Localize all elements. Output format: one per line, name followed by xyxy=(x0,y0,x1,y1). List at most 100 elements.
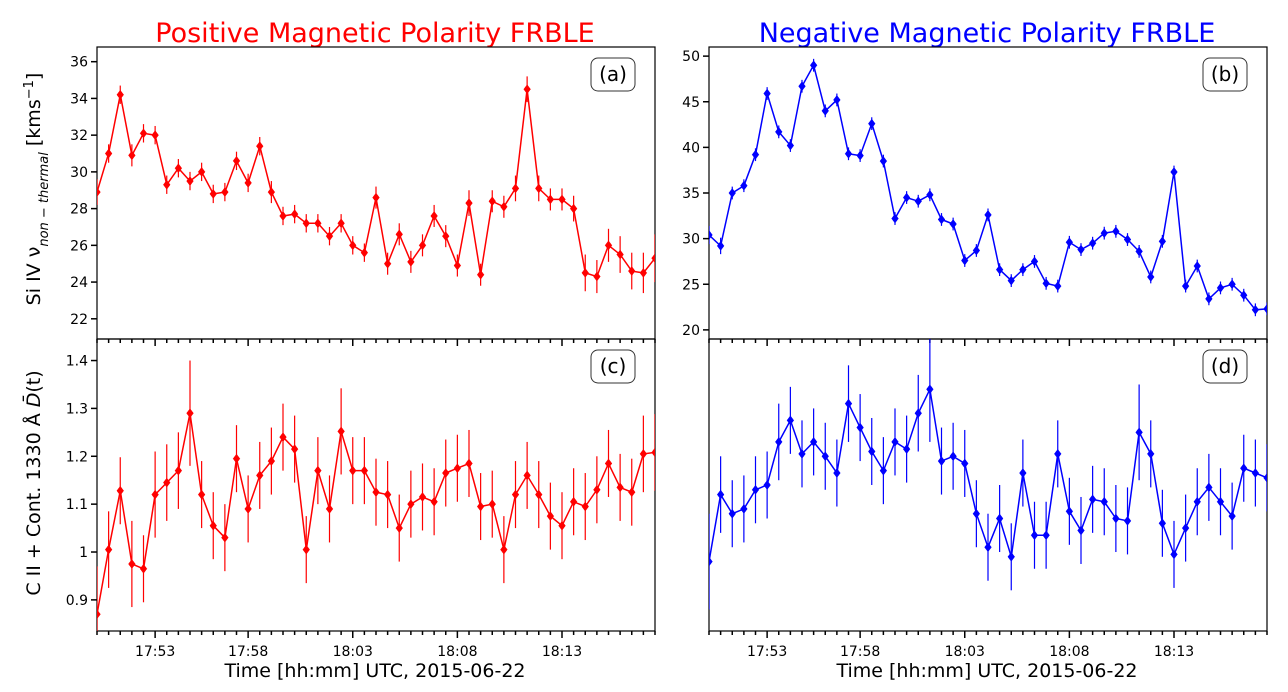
point-b-26 xyxy=(1007,275,1015,286)
point-c-16 xyxy=(279,432,287,443)
point-a-9 xyxy=(197,166,206,177)
point-d-21 xyxy=(949,451,957,462)
ytick-label-c-1: 1 xyxy=(79,545,88,561)
point-d-5 xyxy=(763,480,771,490)
point-b-5 xyxy=(763,88,771,99)
point-c-38 xyxy=(535,489,543,500)
point-b-27 xyxy=(1019,264,1027,275)
point-d-15 xyxy=(879,465,888,476)
point-a-5 xyxy=(151,130,159,141)
point-c-46 xyxy=(628,487,636,498)
ytick-label-a-3: 28 xyxy=(70,202,88,218)
point-b-22 xyxy=(961,255,969,266)
point-b-30 xyxy=(1054,281,1062,291)
point-c-28 xyxy=(418,492,427,502)
svg-text:(c): (c) xyxy=(600,354,627,378)
point-a-29 xyxy=(430,211,438,221)
axes-frame-b xyxy=(708,46,1268,340)
point-c-31 xyxy=(453,463,462,474)
point-b-31 xyxy=(1065,237,1074,248)
point-c-44 xyxy=(604,458,613,469)
point-d-27 xyxy=(1019,468,1027,478)
ytick-label-c-3: 1.2 xyxy=(66,449,88,465)
point-d-31 xyxy=(1065,506,1074,517)
point-d-32 xyxy=(1077,525,1085,536)
point-d-13 xyxy=(856,422,864,433)
ytick-label-c-5: 1.4 xyxy=(66,354,88,370)
point-c-37 xyxy=(523,470,531,481)
point-d-7 xyxy=(786,415,795,426)
point-b-11 xyxy=(833,95,841,105)
point-b-0 xyxy=(709,230,713,240)
title-negative: Negative Magnetic Polarity FRBLE xyxy=(759,18,1216,49)
point-b-44 xyxy=(1216,282,1225,293)
point-a-1 xyxy=(104,148,113,159)
point-d-9 xyxy=(809,437,818,447)
point-b-16 xyxy=(891,213,899,224)
ytick-label-a-4: 30 xyxy=(70,165,88,181)
point-b-20 xyxy=(937,214,946,225)
point-d-19 xyxy=(926,384,934,395)
point-a-42 xyxy=(581,267,589,278)
ytick-label-b-3: 35 xyxy=(682,186,700,202)
point-c-0 xyxy=(97,609,101,620)
panel-label-b: (b) xyxy=(1202,57,1248,92)
point-a-7 xyxy=(174,163,183,174)
point-c-24 xyxy=(372,487,380,498)
point-c-19 xyxy=(314,465,322,476)
series-c xyxy=(97,360,655,631)
point-a-23 xyxy=(360,247,369,258)
point-d-33 xyxy=(1088,494,1097,505)
point-b-19 xyxy=(926,189,934,200)
point-c-41 xyxy=(569,496,578,507)
point-a-33 xyxy=(476,269,485,280)
panel-label-d: (d) xyxy=(1202,349,1248,384)
point-b-36 xyxy=(1123,234,1132,245)
point-b-35 xyxy=(1112,226,1120,237)
point-c-47 xyxy=(639,448,648,459)
point-d-18 xyxy=(914,408,922,419)
point-d-16 xyxy=(891,437,899,447)
point-c-26 xyxy=(395,523,403,533)
point-a-16 xyxy=(279,211,287,221)
point-a-43 xyxy=(593,271,601,282)
point-d-44 xyxy=(1216,496,1225,507)
point-d-38 xyxy=(1147,448,1155,459)
point-a-39 xyxy=(546,194,555,205)
panel-label-a: (a) xyxy=(590,57,636,92)
point-a-20 xyxy=(325,231,334,242)
point-d-48 xyxy=(1263,472,1267,483)
point-d-45 xyxy=(1228,511,1236,522)
point-c-27 xyxy=(407,499,415,510)
point-b-45 xyxy=(1228,279,1236,290)
ytick-label-b-0: 20 xyxy=(682,323,700,339)
point-c-39 xyxy=(546,511,555,522)
xlabel-right: Time [hh:mm] UTC, 2015-06-22 xyxy=(835,660,1137,682)
point-a-40 xyxy=(558,194,566,205)
point-b-37 xyxy=(1135,246,1143,257)
panel-c: 0.9 1 1.1 1.2 1.3 1.4 17:53 17:58 18:03 18:08 18:1… xyxy=(66,338,656,660)
point-a-30 xyxy=(442,231,450,242)
xtick-label-d-4: 18:13 xyxy=(1154,644,1194,660)
point-a-3 xyxy=(128,150,136,161)
point-b-28 xyxy=(1030,256,1039,267)
point-c-48 xyxy=(651,447,655,458)
point-a-36 xyxy=(511,183,520,194)
point-a-25 xyxy=(383,258,392,269)
series-a xyxy=(97,76,655,294)
ytick-label-a-2: 26 xyxy=(70,238,88,254)
ylabel-top: Si IV νnon − thermal [kms−1] xyxy=(22,73,52,306)
point-a-4 xyxy=(139,128,148,139)
point-a-38 xyxy=(535,183,543,194)
point-b-41 xyxy=(1181,281,1190,291)
point-d-1 xyxy=(716,489,725,500)
xtick-label-c-2: 18:03 xyxy=(333,644,373,660)
point-a-2 xyxy=(116,89,124,100)
point-b-2 xyxy=(728,188,736,198)
point-b-15 xyxy=(879,156,888,166)
point-b-47 xyxy=(1251,304,1260,315)
point-c-36 xyxy=(511,489,520,500)
point-c-4 xyxy=(139,563,148,574)
point-d-30 xyxy=(1054,448,1062,459)
point-c-11 xyxy=(221,532,229,543)
